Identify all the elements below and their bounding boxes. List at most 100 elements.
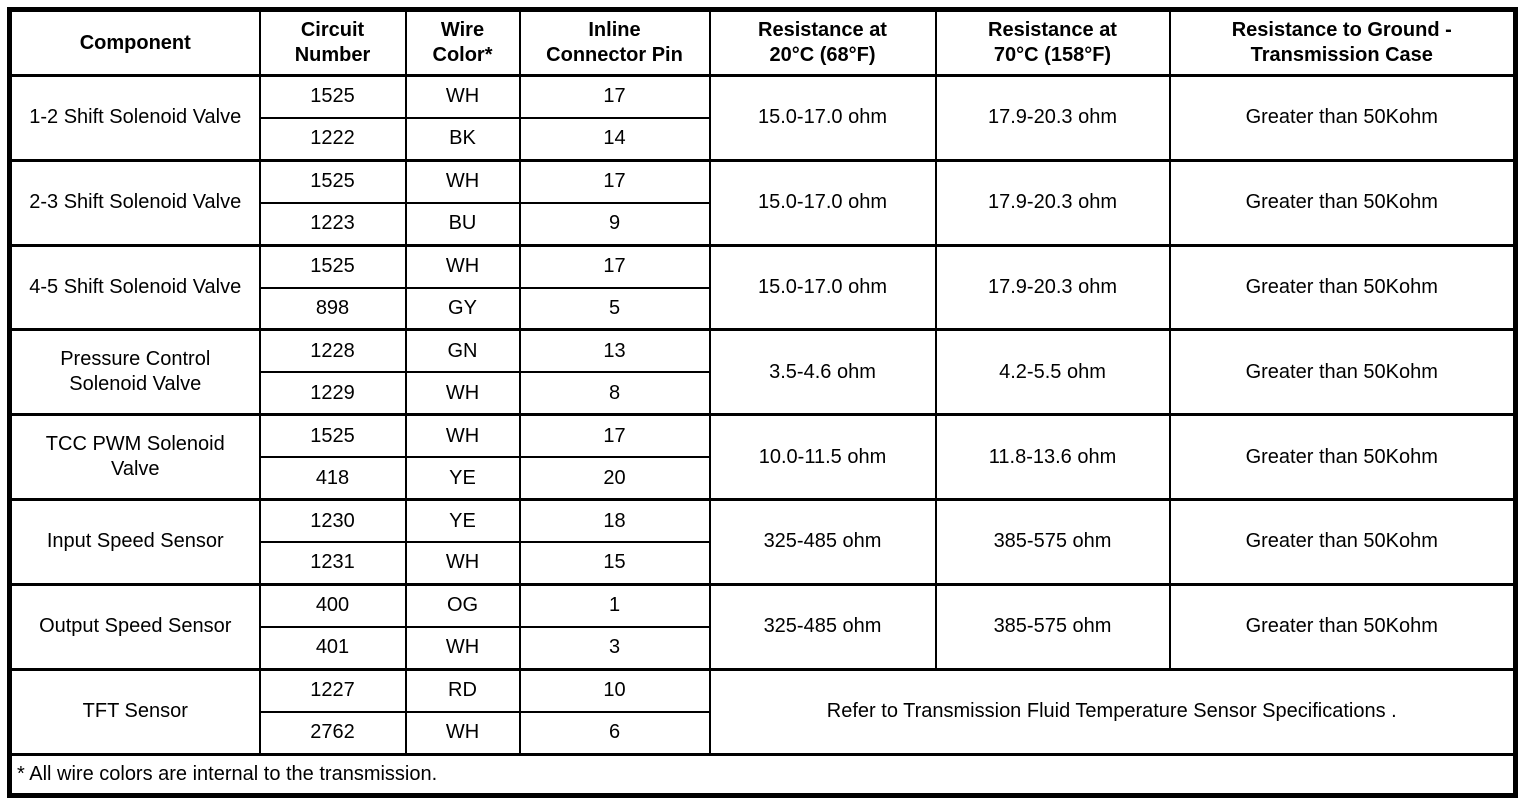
pin-cell: 17 [518,158,711,204]
ground-resistance-cell: Greater than 50Kohm [1168,158,1517,247]
table-row: TFT Sensor 1227 RD 10 Refer to Transmiss… [8,667,1517,755]
circuit-cell: 1227 [258,667,407,713]
wire-color-cell: YE [404,498,521,543]
table-subrow: 401 WH 3 [10,625,1516,671]
ground-resistance-cell: Greater than 50Kohm [1168,413,1517,501]
wire-color-cell: WH [404,625,521,671]
wire-color-cell: WH [404,243,521,289]
ground-resistance-cell: Greater than 50Kohm [1168,498,1517,586]
resistance-70c-cell: 4.2-5.5 ohm [934,328,1171,416]
wire-color-cell: WH [404,371,521,416]
circuit-cell: 1231 [258,540,407,586]
ground-resistance-cell: Greater than 50Kohm [1168,328,1517,416]
wire-color-cell: RD [404,667,521,713]
component-cell: 1-2 Shift Solenoid Valve [8,74,261,162]
resistance-70c-cell: 385-575 ohm [934,498,1171,586]
circuit-cell: 400 [258,582,407,628]
table-row: Pressure Control Solenoid Valve 1228 GN … [8,328,1517,416]
resistance-20c-cell: 15.0-17.0 ohm [708,158,937,247]
circuit-cell: 1229 [258,371,407,416]
component-cell: TFT Sensor [8,667,261,755]
table-row: 1-2 Shift Solenoid Valve 1525 WH 17 15.0… [8,73,1517,162]
header-row: Component Circuit Number Wire Color* Inl… [8,8,1517,77]
table-row: TCC PWM Solenoid Valve 1525 WH 17 10.0-1… [8,413,1517,501]
resistance-70c-cell: 11.8-13.6 ohm [934,413,1171,501]
circuit-cell: 1525 [258,73,407,119]
circuit-cell: 1223 [258,201,407,247]
circuit-cell: 1230 [258,498,407,543]
header-resistance-70c: Resistance at 70°C (158°F) [934,8,1171,77]
pin-cell: 17 [518,413,711,459]
wire-color-cell: GN [404,328,521,374]
table-subrow: 1231 WH 15 [10,540,1516,586]
wire-color-cell: WH [404,710,521,756]
footnote-row: * All wire colors are internal to the tr… [8,752,1517,797]
table-subrow: 1223 BU 9 [10,201,1516,247]
pin-cell: 14 [518,116,711,162]
circuit-cell: 401 [258,625,407,671]
resistance-70c-cell: 17.9-20.3 ohm [934,243,1171,331]
table-subrow: 418 YE 20 [10,456,1516,501]
resistance-20c-cell: 15.0-17.0 ohm [708,243,937,331]
component-cell: Output Speed Sensor [8,582,261,671]
wire-color-cell: YE [404,456,521,501]
resistance-20c-cell: 3.5-4.6 ohm [708,328,937,416]
tft-note-cell: Refer to Transmission Fluid Temperature … [708,667,1517,755]
resistance-20c-cell: 325-485 ohm [708,498,937,586]
circuit-cell: 1525 [258,158,407,204]
ground-resistance-cell: Greater than 50Kohm [1168,74,1517,162]
pin-cell: 10 [518,667,711,713]
pin-cell: 20 [518,456,711,501]
component-cell: Input Speed Sensor [8,498,261,586]
pin-cell: 6 [518,710,711,756]
wire-color-cell: OG [404,582,521,628]
circuit-cell: 1525 [258,413,407,459]
pin-cell: 1 [518,582,711,628]
header-wire-color: Wire Color* [404,8,521,77]
wire-color-cell: BK [404,116,521,162]
table-row: Output Speed Sensor 400 OG 1 325-485 ohm… [8,582,1517,671]
pin-cell: 9 [518,201,711,247]
pin-cell: 5 [518,286,711,331]
table-subrow: 1222 BK 14 [10,116,1516,162]
pin-cell: 3 [518,625,711,671]
component-cell: TCC PWM Solenoid Valve [8,413,261,501]
pin-cell: 15 [518,540,711,586]
resistance-70c-cell: 385-575 ohm [934,582,1171,671]
circuit-cell: 1222 [258,116,407,162]
resistance-20c-cell: 15.0-17.0 ohm [708,74,937,162]
circuit-cell: 1525 [258,243,407,289]
wire-color-cell: GY [404,286,521,331]
header-resistance-20c: Resistance at 20°C (68°F) [708,8,937,77]
table-subrow: 898 GY 5 [10,286,1516,331]
wire-color-cell: WH [404,413,521,459]
circuit-cell: 1228 [258,328,407,374]
wire-color-cell: BU [404,201,521,247]
header-circuit-number: Circuit Number [258,8,407,77]
pin-cell: 17 [518,243,711,289]
resistance-20c-cell: 325-485 ohm [708,582,937,671]
circuit-cell: 898 [258,286,407,331]
pin-cell: 17 [518,73,711,119]
ground-resistance-cell: Greater than 50Kohm [1168,582,1517,671]
wire-color-cell: WH [404,73,521,119]
wire-color-cell: WH [404,158,521,204]
component-cell: 2-3 Shift Solenoid Valve [8,158,261,247]
resistance-20c-cell: 10.0-11.5 ohm [708,413,937,501]
wire-color-cell: WH [404,540,521,586]
circuit-cell: 2762 [258,710,407,756]
table-subrow: 1229 WH 8 [10,371,1516,416]
component-cell: 4-5 Shift Solenoid Valve [8,243,261,331]
ground-resistance-cell: Greater than 50Kohm [1168,243,1517,331]
pin-cell: 8 [518,371,711,416]
pin-cell: 13 [518,328,711,374]
table-row: 4-5 Shift Solenoid Valve 1525 WH 17 15.0… [8,243,1517,331]
header-inline-connector-pin: Inline Connector Pin [518,8,711,77]
table-subrow: 2762 WH 6 [10,710,1516,756]
footnote: * All wire colors are internal to the tr… [8,752,1517,797]
table-row: 2-3 Shift Solenoid Valve 1525 WH 17 15.0… [8,158,1517,247]
component-cell: Pressure Control Solenoid Valve [8,328,261,416]
resistance-70c-cell: 17.9-20.3 ohm [934,158,1171,247]
header-resistance-ground: Resistance to Ground - Transmission Case [1168,8,1517,77]
header-component: Component [8,8,261,77]
